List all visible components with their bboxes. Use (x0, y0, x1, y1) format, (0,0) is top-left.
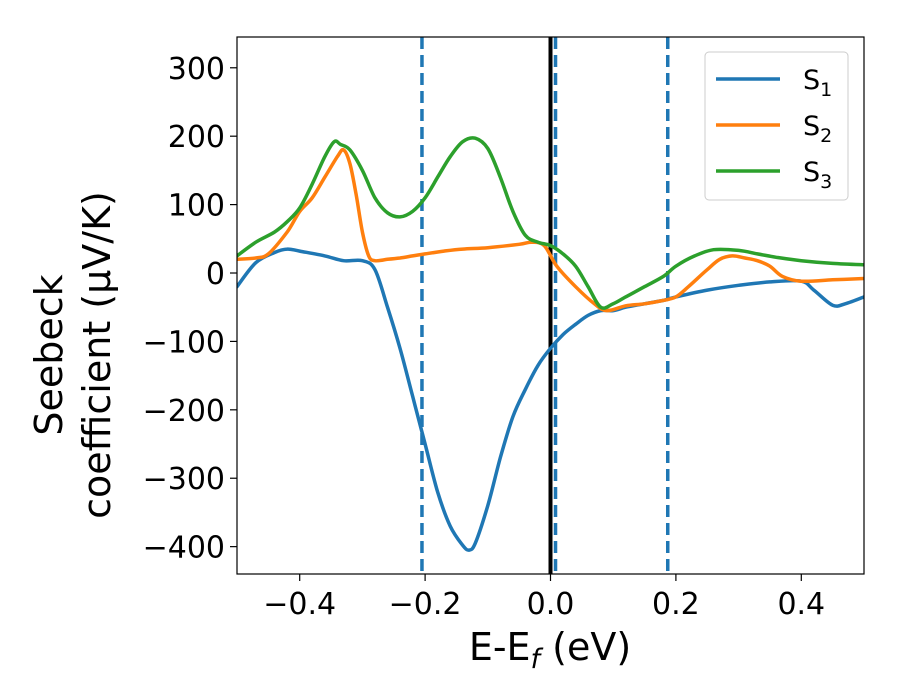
x-tick-label: −0.4 (263, 587, 336, 622)
x-tick-label: 0.4 (777, 587, 825, 622)
x-tick-label: −0.2 (389, 587, 462, 622)
legend-label-s2: S2 (803, 111, 832, 147)
series-lines (237, 136, 864, 552)
series-line-s3 (237, 136, 864, 310)
y-axis-title-line1: Seebeck (27, 274, 71, 435)
series-line-s2 (237, 147, 864, 313)
x-axis-title-unit: (eV) (540, 625, 631, 669)
legend-label-s1: S1 (803, 65, 832, 101)
legend-label-s3: S3 (803, 157, 832, 193)
series-line-s1 (237, 247, 864, 552)
reference-lines (420, 37, 670, 574)
y-tick-label: 100 (168, 189, 225, 224)
x-tick-label: 0.2 (652, 587, 700, 622)
legend: S1 S2 S3 (704, 51, 849, 201)
y-tick-label: 200 (168, 120, 225, 155)
y-axis-title-line2: coefficient (μV/K) (75, 191, 119, 519)
y-tick-label: 0 (206, 257, 225, 292)
y-tick-label: −400 (143, 531, 225, 566)
y-tick-label: 300 (168, 52, 225, 87)
x-tick-label: 0.0 (527, 587, 575, 622)
y-tick-label: −200 (143, 394, 225, 429)
y-axis-ticks: 300 200 100 0 −100 −200 −300 −400 (143, 52, 237, 566)
y-tick-label: −100 (143, 325, 225, 360)
x-axis-title: E-Ef (eV) (469, 625, 631, 675)
x-axis-ticks: −0.4 −0.2 0.0 0.2 0.4 (263, 574, 825, 622)
y-tick-label: −300 (143, 462, 225, 497)
